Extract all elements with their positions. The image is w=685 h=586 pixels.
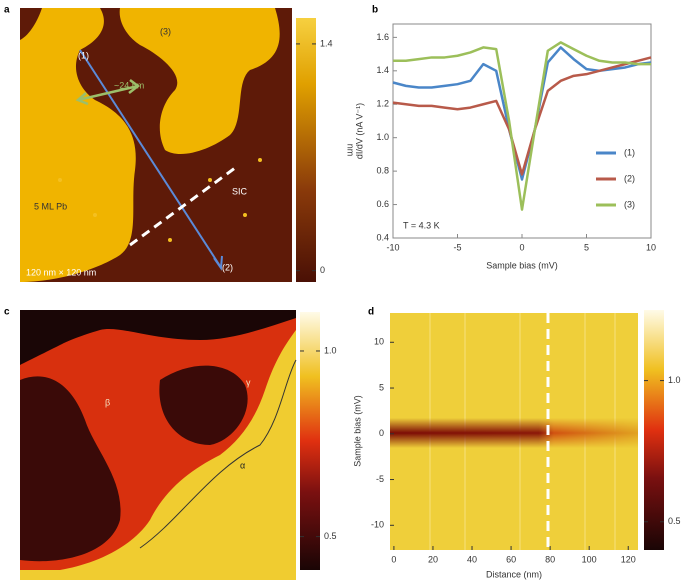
colorbar-label: nm: [346, 144, 356, 157]
annotation: SIC: [232, 186, 248, 196]
data-line: [393, 41, 651, 211]
y-tick-label: 5: [379, 382, 384, 392]
x-tick-label: 0: [391, 554, 396, 564]
y-tick-label: 0: [379, 428, 384, 438]
legend-label: (1): [624, 147, 635, 157]
x-axis-label: Sample bias (mV): [486, 260, 558, 270]
annotation: 5 ML Pb: [34, 201, 67, 211]
colorbar: [300, 312, 320, 570]
spectral-map: [390, 313, 638, 550]
x-tick-label: -10: [386, 242, 399, 252]
x-tick-label: 20: [428, 554, 438, 564]
x-tick-label: 5: [584, 242, 589, 252]
colorbar-tick-label: 0.5: [324, 531, 337, 541]
data-line: [392, 56, 652, 176]
y-tick-label: 1.4: [376, 65, 389, 75]
y-tick-label: 0.4: [376, 232, 389, 242]
y-tick-label: 0.8: [376, 166, 389, 176]
legend-label: (3): [624, 199, 635, 209]
annotation: 120 nm × 120 nm: [26, 267, 96, 277]
y-tick-label: -5: [376, 474, 384, 484]
colorbar-tick-label: 1.4: [320, 38, 333, 48]
colorbar: [644, 310, 664, 550]
panel-letter: b: [372, 5, 378, 16]
legend-label: (2): [624, 173, 635, 183]
y-tick-label: 1.6: [376, 32, 389, 42]
panel-letter: c: [4, 307, 10, 318]
y-tick-label: 0.6: [376, 199, 389, 209]
y-tick-label: 1.2: [376, 99, 389, 109]
colorbar-tick-label: 0: [320, 265, 325, 275]
colorbar-tick-label: 1.0: [668, 375, 681, 385]
x-axis-label: Distance (nm): [486, 569, 542, 579]
y-tick-label: -10: [371, 520, 384, 530]
topography-image: [20, 8, 292, 282]
conductance-map: [20, 310, 297, 580]
annotation: (2): [222, 262, 233, 272]
x-tick-label: 80: [545, 554, 555, 564]
annotation: γ: [246, 377, 251, 387]
panel-letter: a: [4, 5, 10, 16]
x-tick-label: 100: [582, 554, 597, 564]
annotation: (1): [78, 50, 89, 60]
colorbar-tick-label: 0.5: [668, 516, 681, 526]
x-tick-label: -5: [453, 242, 461, 252]
annotation: T = 4.3 K: [403, 220, 440, 230]
annotation: ~24 nm: [114, 80, 144, 90]
annotation: β: [105, 397, 110, 407]
y-axis-label: Sample bias (mV): [352, 395, 362, 467]
y-axis-label: dI/dV (nA V⁻¹): [354, 103, 364, 159]
colorbar-tick-label: 1.0: [324, 345, 337, 355]
y-tick-label: 1.0: [376, 132, 389, 142]
x-tick-label: 10: [646, 242, 656, 252]
x-tick-label: 0: [519, 242, 524, 252]
annotation: (3): [160, 26, 171, 36]
panel-letter: d: [368, 307, 374, 318]
x-tick-label: 40: [467, 554, 477, 564]
y-tick-label: 10: [374, 337, 384, 347]
x-tick-label: 120: [621, 554, 636, 564]
annotation: α: [240, 460, 245, 470]
colorbar: [296, 18, 316, 282]
x-tick-label: 60: [506, 554, 516, 564]
